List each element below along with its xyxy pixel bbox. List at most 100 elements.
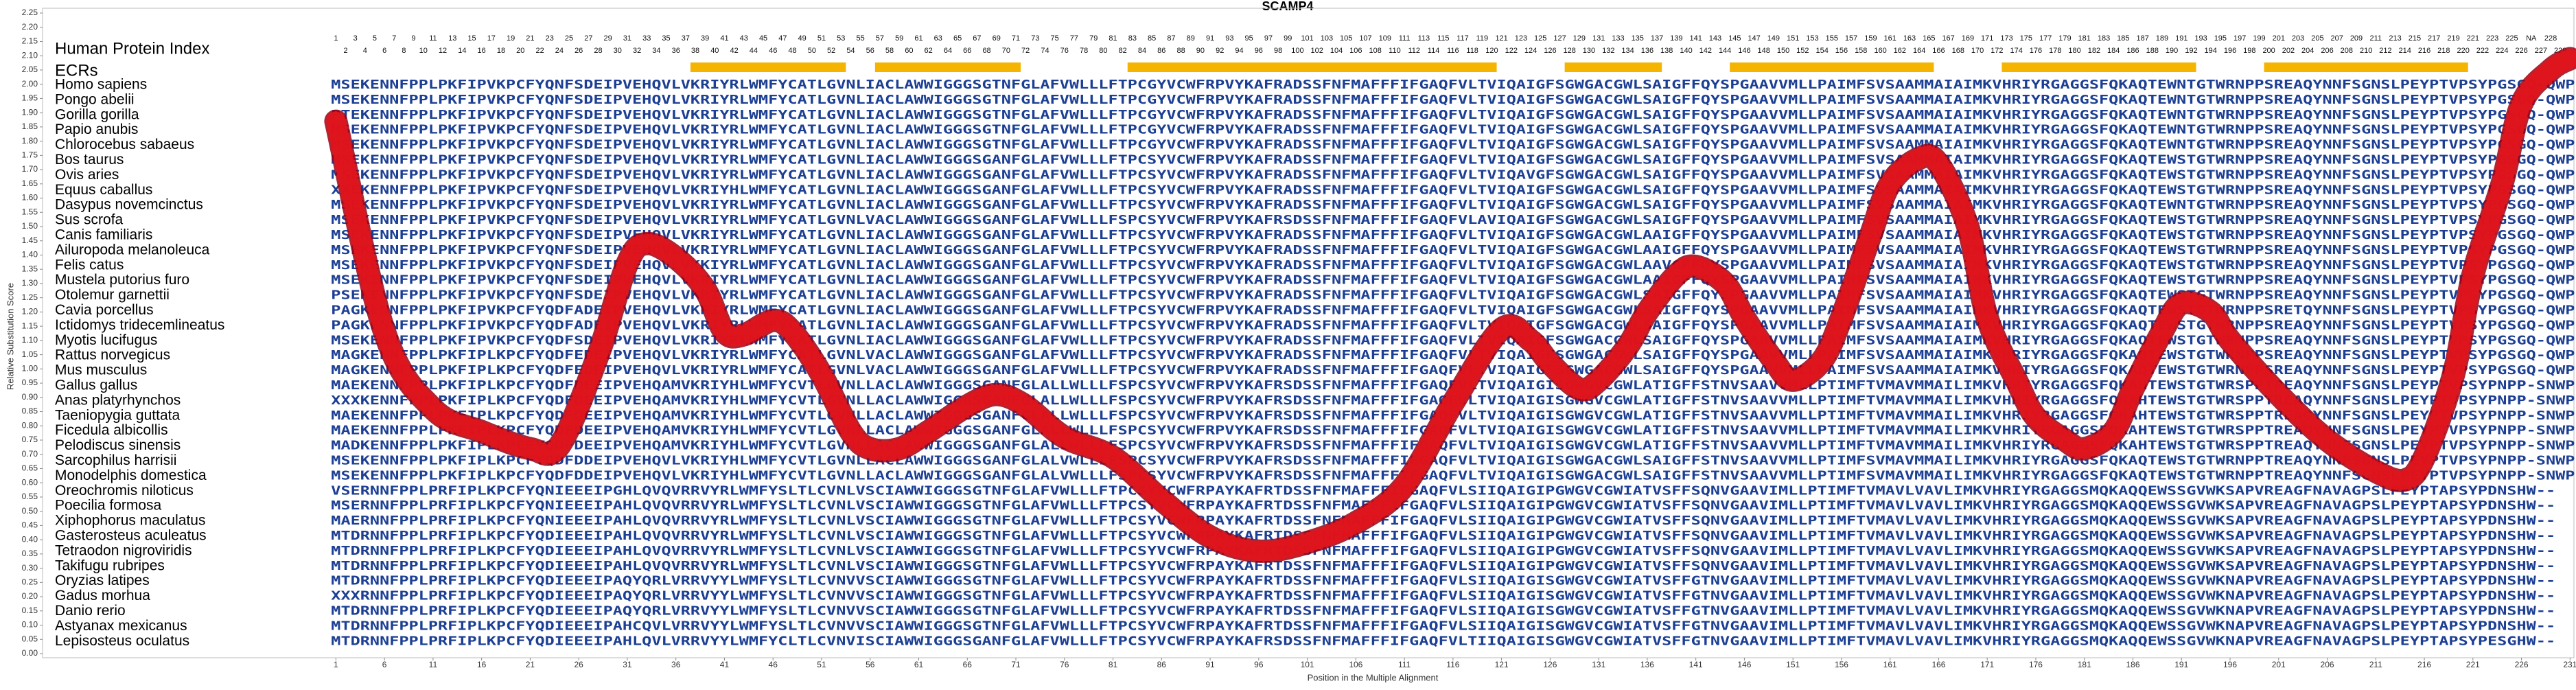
human-index: 111 [1399, 34, 1411, 43]
human-index: 26 [575, 47, 583, 55]
sequence: MSEKENNFPPLPKFIPVKPCFYQNFSDEIPVEHQVLVKRI… [331, 153, 2575, 168]
ecr-bar [1127, 62, 1497, 72]
species-name: Poecilia formosa [55, 498, 162, 514]
human-index: 200 [2262, 47, 2275, 55]
sequence: MSEKENNFPPLPKFIPVKPCFYQNFSDEIPVEHQVLVKRI… [331, 243, 2575, 257]
x-tick-label: 76 [1060, 660, 1069, 669]
human-index: 174 [2010, 47, 2022, 55]
human-index: 7 [392, 34, 396, 43]
y-tick-label: 0.05 [22, 634, 38, 643]
human-index: 91 [1206, 34, 1214, 43]
human-index: 228 [2544, 34, 2557, 43]
sequence: VSERNNFPPLPRFIPLKPCFYQNIEEEIPGHLQVQVRRVY… [331, 483, 2555, 498]
human-index: 146 [1738, 47, 1750, 55]
species-name: Sus scrofa [55, 212, 124, 228]
x-tick-label: 96 [1254, 660, 1264, 669]
human-index: 114 [1428, 47, 1440, 55]
human-index: 89 [1187, 34, 1195, 43]
human-index: 95 [1245, 34, 1253, 43]
human-index: 93 [1225, 34, 1233, 43]
y-tick-label: 2.20 [22, 22, 38, 32]
species-name: Takifugu rubripes [55, 557, 165, 573]
species-name: Homo sapiens [55, 77, 147, 93]
human-index: 28 [594, 47, 602, 55]
human-index: 188 [2146, 47, 2159, 55]
human-index: 77 [1070, 34, 1078, 43]
species-name: Mus musculus [55, 363, 147, 378]
species-name: Danio rerio [55, 603, 126, 619]
x-tick-label: 86 [1157, 660, 1167, 669]
human-index: 42 [730, 47, 738, 55]
sequence: MTDRNNFPPLPRFIPLKPCFYQDIEEEIPAHLQVLVRRVY… [331, 634, 2555, 648]
human-index: 11 [429, 34, 437, 43]
x-tick-label: 61 [914, 660, 924, 669]
human-index: 196 [2224, 47, 2236, 55]
human-index: 227 [2535, 47, 2547, 55]
y-tick-label: 1.75 [22, 150, 38, 160]
human-index: 150 [1777, 47, 1789, 55]
human-index: NA [2526, 34, 2537, 43]
human-index: 140 [1680, 47, 1692, 55]
x-tick-label: 141 [1689, 660, 1703, 669]
human-index: 25 [565, 34, 573, 43]
y-tick-label: 1.45 [22, 235, 38, 245]
y-tick-label: 2.00 [22, 79, 38, 89]
species-name: Rattus norvegicus [55, 347, 170, 363]
sequence: MTDRNNFPPLPRFIPLKPCFYQDIEEEIPAHLQVQVRRVY… [331, 559, 2555, 573]
y-tick-label: 1.30 [22, 278, 38, 288]
human-index: 104 [1330, 47, 1343, 55]
human-index: 63 [934, 34, 942, 43]
human-index: 144 [1719, 47, 1731, 55]
human-index: 117 [1457, 34, 1469, 43]
human-index: 106 [1349, 47, 1362, 55]
human-index: 87 [1167, 34, 1175, 43]
human-index: 155 [1826, 34, 1838, 43]
x-tick-label: 36 [671, 660, 681, 669]
human-index: 164 [1913, 47, 1925, 55]
x-tick-label: 16 [477, 660, 487, 669]
human-index: 187 [2136, 34, 2148, 43]
species-name: Ficedula albicollis [55, 422, 168, 438]
y-tick-label: 0.65 [22, 463, 38, 473]
human-index: 166 [1932, 47, 1945, 55]
y-tick-label: 1.05 [22, 349, 38, 359]
human-index: 157 [1845, 34, 1857, 43]
human-index: 60 [905, 47, 913, 55]
sequence: MSERNNFPPLPRFIPLKPCFYQNIEEEIPAHLQVQVRRVY… [331, 498, 2555, 513]
x-tick-label: 1 [334, 660, 338, 669]
sequence: MSEKENNFPPLPKFIPVKPCFYQNFSDEIPVEHQVLVKRI… [331, 198, 2575, 212]
human-index: 139 [1670, 34, 1682, 43]
y-tick-label: 1.90 [22, 107, 38, 117]
human-index: 52 [827, 47, 835, 55]
human-index: 70 [1002, 47, 1010, 55]
x-tick-label: 176 [2029, 660, 2043, 669]
human-index: 55 [856, 34, 864, 43]
human-index: 29 [604, 34, 612, 43]
human-index: 112 [1408, 47, 1420, 55]
human-index: 50 [808, 47, 816, 55]
ecr-bar [2001, 62, 2196, 72]
human-index: 142 [1699, 47, 1712, 55]
human-index: 123 [1515, 34, 1527, 43]
human-index: 214 [2399, 47, 2411, 55]
human-index: 47 [778, 34, 787, 43]
y-tick-label: 1.00 [22, 364, 38, 373]
human-index: 131 [1592, 34, 1605, 43]
human-index: 158 [1855, 47, 1867, 55]
human-index: 132 [1602, 47, 1614, 55]
human-index: 39 [701, 34, 709, 43]
species-name: Astyanax mexicanus [55, 618, 187, 634]
human-index: 199 [2253, 34, 2265, 43]
human-index: 170 [1971, 47, 1984, 55]
human-index: 40 [710, 47, 719, 55]
human-index: 98 [1274, 47, 1282, 55]
index-label: Human Protein Index [55, 39, 209, 58]
human-index: 36 [672, 47, 680, 55]
human-index: 205 [2311, 34, 2323, 43]
human-index: 221 [2467, 34, 2479, 43]
human-index: 148 [1758, 47, 1770, 55]
species-name: Tetraodon nigroviridis [55, 542, 192, 558]
x-tick-label: 106 [1349, 660, 1362, 669]
